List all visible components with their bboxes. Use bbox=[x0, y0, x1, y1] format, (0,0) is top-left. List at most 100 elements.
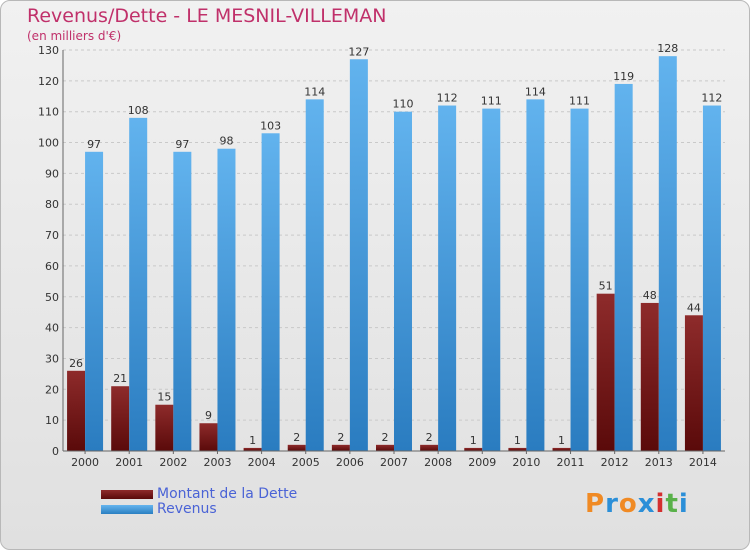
legend-label-dette: Montant de la Dette bbox=[157, 486, 298, 502]
logo-letter: i bbox=[655, 489, 666, 519]
data-label-dette: 9 bbox=[205, 409, 212, 422]
y-tick-label: 10 bbox=[45, 414, 59, 427]
y-tick-label: 110 bbox=[38, 106, 59, 119]
bar-dette bbox=[67, 370, 86, 451]
data-label-revenus: 103 bbox=[260, 119, 281, 132]
legend-swatch-revenus bbox=[101, 505, 153, 514]
data-label-revenus: 112 bbox=[701, 92, 722, 105]
y-tick-label: 80 bbox=[45, 198, 59, 211]
bar-revenus bbox=[438, 105, 457, 452]
data-label-revenus: 127 bbox=[348, 45, 369, 58]
y-tick-label: 60 bbox=[45, 260, 59, 273]
x-tick-label: 2000 bbox=[71, 456, 99, 469]
bar-revenus bbox=[129, 117, 148, 451]
bar-dette bbox=[287, 444, 306, 451]
bar-revenus bbox=[658, 56, 677, 452]
bar-revenus bbox=[702, 105, 721, 452]
data-label-revenus: 128 bbox=[657, 42, 678, 55]
data-label-dette: 21 bbox=[113, 372, 127, 385]
bar-revenus bbox=[614, 83, 633, 451]
x-tick-label: 2010 bbox=[512, 456, 540, 469]
data-label-revenus: 111 bbox=[481, 95, 502, 108]
y-tick-label: 40 bbox=[45, 322, 59, 335]
data-label-revenus: 110 bbox=[393, 98, 414, 111]
x-tick-label: 2003 bbox=[203, 456, 231, 469]
data-label-dette: 1 bbox=[249, 434, 256, 447]
data-label-dette: 15 bbox=[157, 391, 171, 404]
data-label-revenus: 114 bbox=[304, 85, 325, 98]
x-tick-label: 2005 bbox=[292, 456, 320, 469]
data-label-revenus: 97 bbox=[87, 138, 101, 151]
bar-dette bbox=[155, 404, 174, 451]
y-tick-label: 20 bbox=[45, 383, 59, 396]
legend-label-revenus: Revenus bbox=[157, 501, 217, 517]
y-tick-label: 70 bbox=[45, 229, 59, 242]
bar-revenus bbox=[394, 111, 412, 451]
legend-swatch-dette bbox=[101, 490, 153, 499]
y-tick-label: 50 bbox=[45, 291, 59, 304]
data-label-revenus: 119 bbox=[613, 70, 634, 83]
data-label-dette: 44 bbox=[687, 301, 701, 314]
y-tick-label: 30 bbox=[45, 352, 59, 365]
bar-dette bbox=[376, 444, 394, 451]
logo-letter: o bbox=[618, 489, 638, 519]
bar-revenus bbox=[217, 148, 236, 451]
bar-dette bbox=[464, 447, 483, 451]
bar-dette bbox=[243, 447, 262, 451]
bar-revenus bbox=[526, 99, 545, 451]
data-label-revenus: 108 bbox=[128, 104, 149, 117]
bar-dette bbox=[331, 444, 350, 451]
bar-dette bbox=[420, 444, 439, 451]
data-label-revenus: 98 bbox=[219, 135, 233, 148]
data-label-dette: 51 bbox=[599, 280, 613, 293]
x-tick-label: 2008 bbox=[424, 456, 452, 469]
bar-dette bbox=[508, 447, 527, 451]
y-tick-label: 100 bbox=[38, 137, 59, 150]
bar-dette bbox=[684, 315, 703, 451]
y-tick-label: 0 bbox=[52, 445, 59, 458]
logo-letter: t bbox=[665, 489, 679, 519]
data-label-dette: 2 bbox=[293, 431, 300, 444]
bar-revenus bbox=[305, 99, 324, 451]
bar-revenus bbox=[482, 108, 501, 451]
bar-revenus bbox=[85, 151, 104, 452]
data-label-dette: 2 bbox=[426, 431, 433, 444]
chart-subtitle: (en milliers d'€) bbox=[27, 29, 122, 43]
data-label-dette: 2 bbox=[337, 431, 344, 444]
proxiti-logo: Proxiti bbox=[585, 489, 689, 519]
chart-title: Revenus/Dette - LE MESNIL-VILLEMAN bbox=[27, 5, 387, 27]
y-tick-label: 130 bbox=[38, 44, 59, 57]
logo-letter: x bbox=[637, 489, 656, 519]
bar-revenus bbox=[570, 108, 589, 451]
data-label-revenus: 112 bbox=[437, 92, 458, 105]
y-tick-label: 90 bbox=[45, 167, 59, 180]
x-tick-label: 2012 bbox=[601, 456, 629, 469]
data-label-dette: 1 bbox=[470, 434, 477, 447]
x-tick-label: 2013 bbox=[645, 456, 673, 469]
data-label-dette: 2 bbox=[382, 431, 389, 444]
bar-revenus bbox=[349, 59, 368, 451]
bar-dette bbox=[111, 386, 130, 451]
x-tick-label: 2011 bbox=[557, 456, 585, 469]
data-label-dette: 1 bbox=[514, 434, 521, 447]
bar-dette bbox=[552, 447, 571, 451]
data-label-revenus: 111 bbox=[569, 95, 590, 108]
x-tick-label: 2006 bbox=[336, 456, 364, 469]
bar-revenus bbox=[261, 133, 280, 452]
x-tick-label: 2001 bbox=[115, 456, 143, 469]
x-tick-label: 2007 bbox=[380, 456, 408, 469]
bar-revenus bbox=[173, 151, 192, 452]
data-label-revenus: 114 bbox=[525, 85, 546, 98]
x-tick-label: 2004 bbox=[248, 456, 276, 469]
data-label-revenus: 97 bbox=[175, 138, 189, 151]
logo-letter: r bbox=[605, 489, 619, 519]
data-label-dette: 48 bbox=[643, 289, 657, 302]
data-label-dette: 26 bbox=[69, 357, 83, 370]
bar-dette bbox=[199, 423, 218, 451]
x-tick-label: 2002 bbox=[159, 456, 187, 469]
logo-letter: i bbox=[678, 489, 689, 519]
logo-letter: P bbox=[585, 489, 606, 519]
x-tick-label: 2014 bbox=[689, 456, 717, 469]
